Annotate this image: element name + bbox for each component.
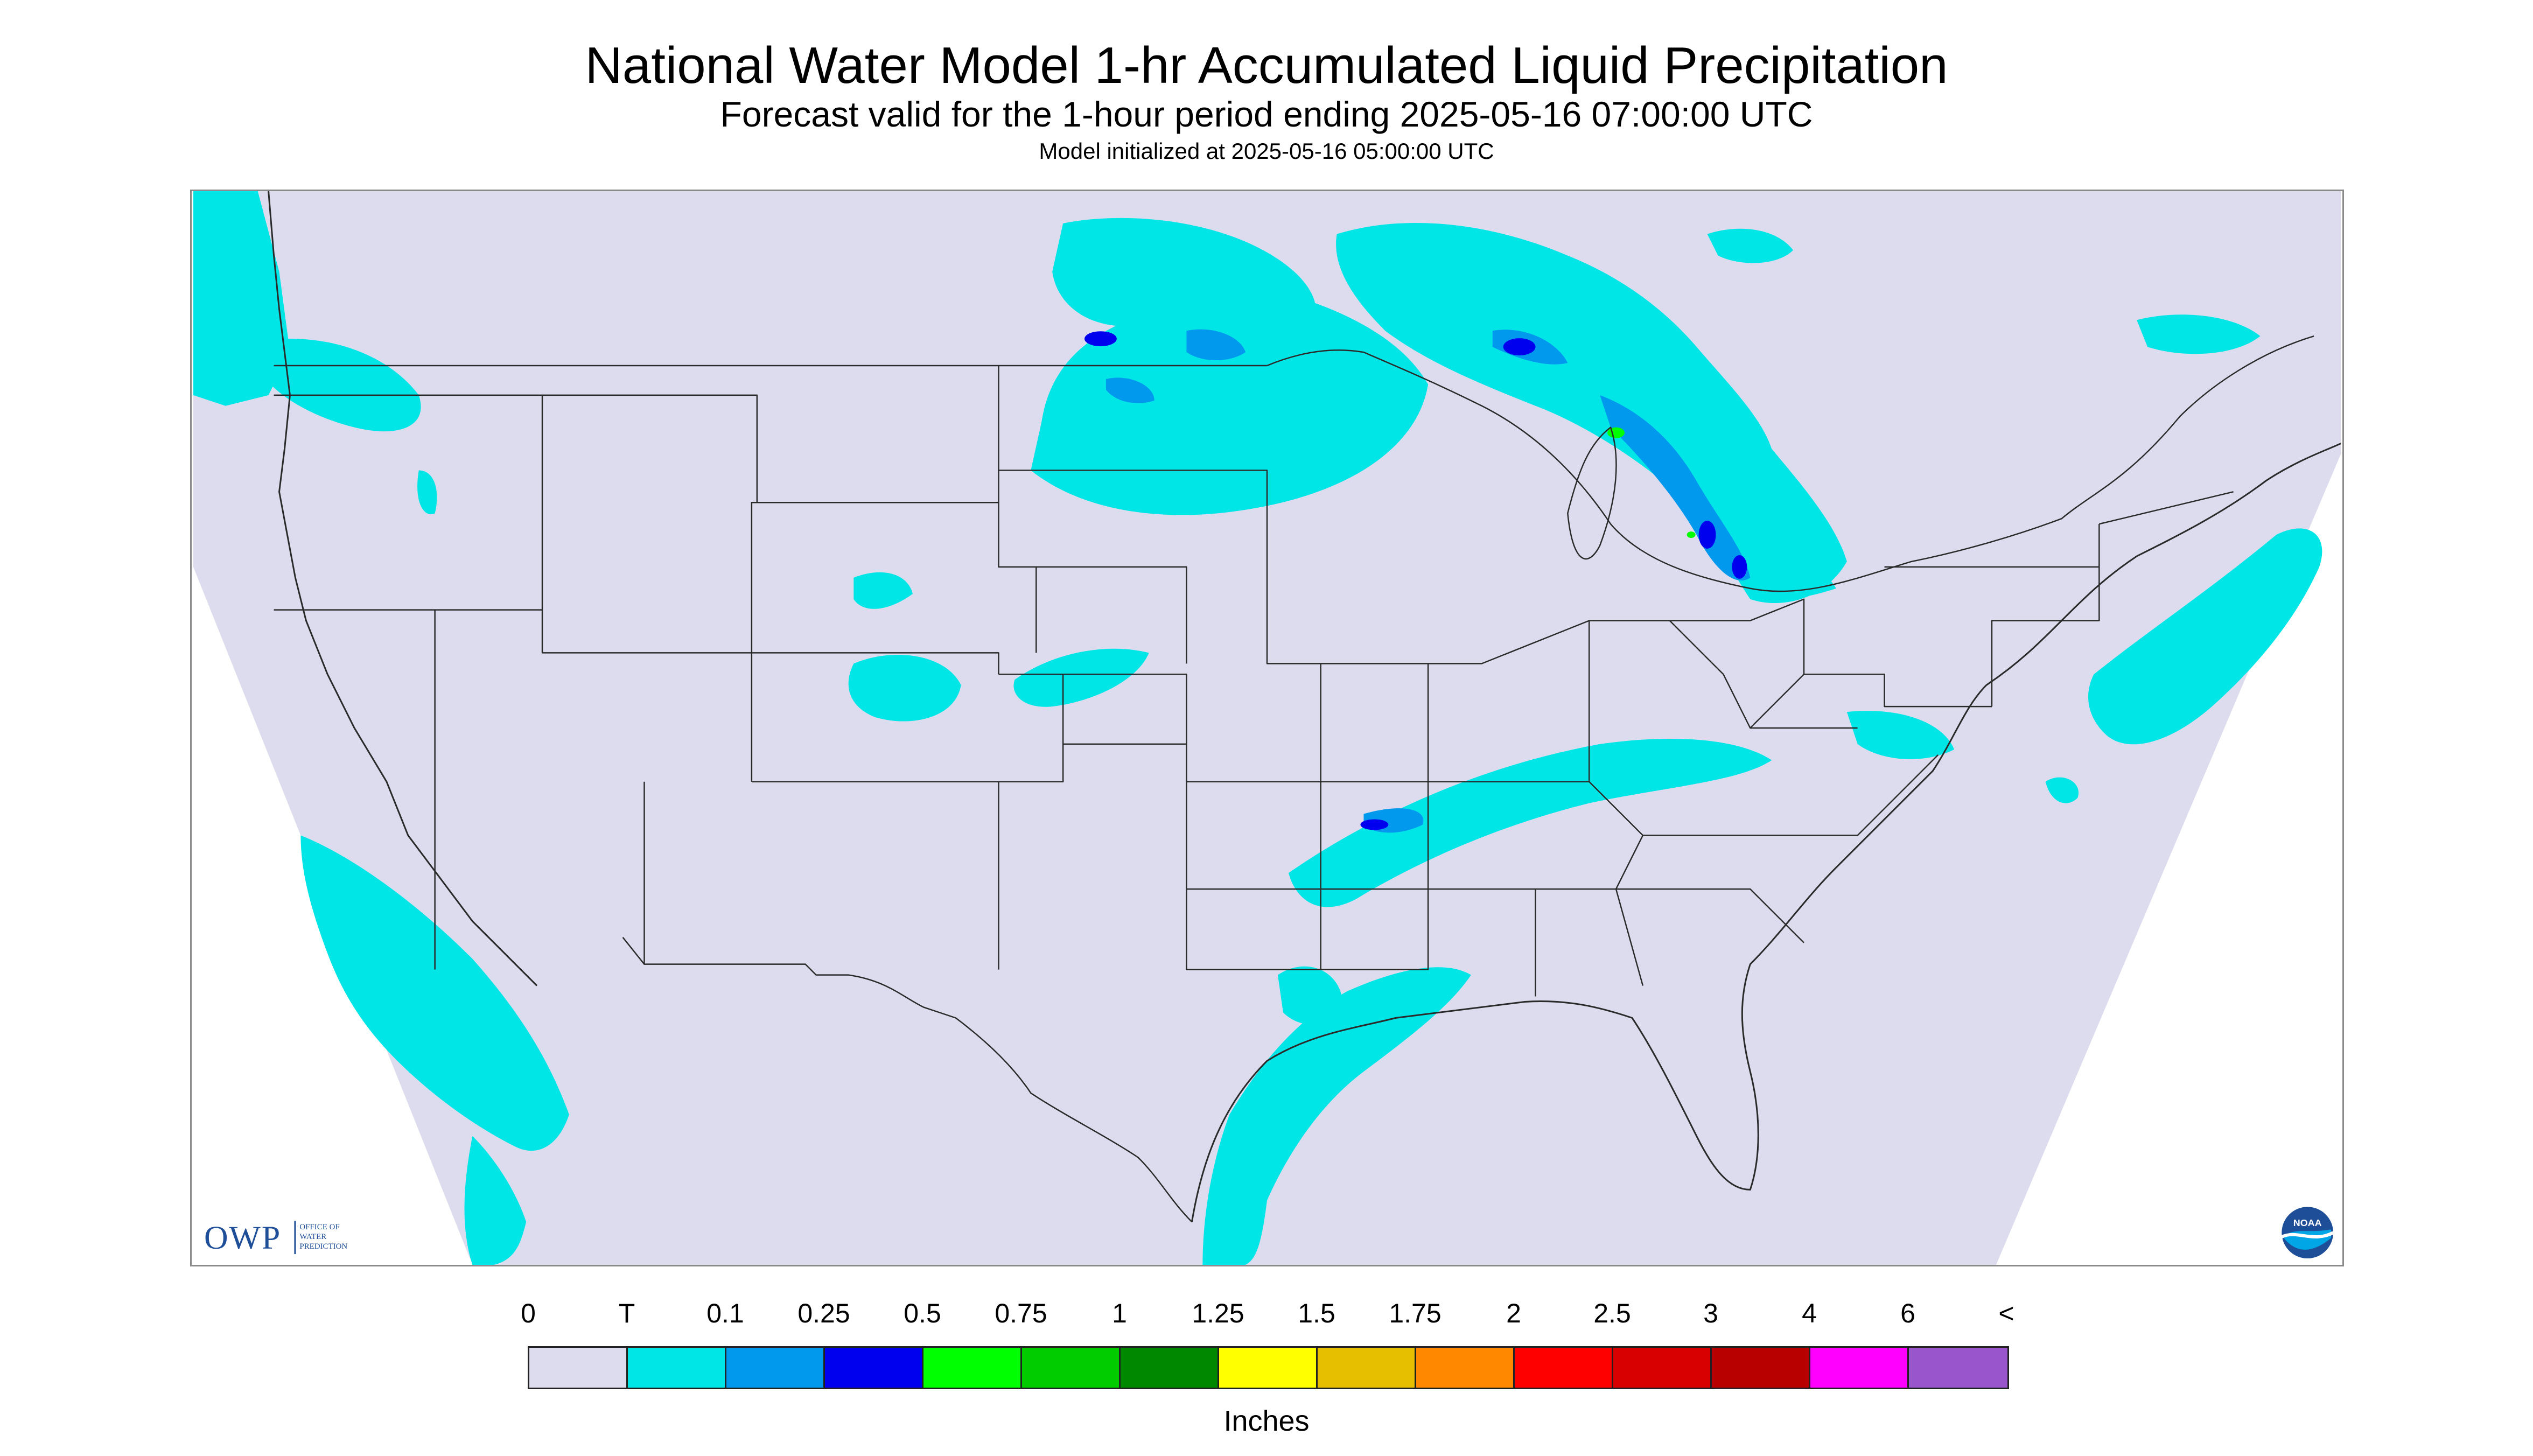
coastlines [268,191,2341,1222]
precip-canada-great-lakes [1336,223,1847,604]
state-lines [274,366,2234,997]
legend-tick-label: 0.25 [797,1298,850,1328]
legend-units: Inches [1223,1405,1310,1437]
canada-border [274,335,2314,592]
precip-arkansas-tennessee-band [1288,738,1772,907]
svg-text:NOAA: NOAA [2293,1217,2322,1228]
precip-northern-plains [1031,293,1429,515]
legend-swatch [726,1348,825,1388]
pacific-coast [268,191,538,986]
legend-swatch [1613,1348,1712,1388]
great-lakes-shore [1567,426,1617,560]
svg-text:PREDICTION: PREDICTION [299,1242,347,1251]
legend-tick-label: 0.5 [904,1298,941,1328]
precip-northeast-atlantic [2088,528,2322,745]
owp-logo-mark: OWP [204,1220,281,1256]
legend-swatch [1909,1348,2007,1388]
legend-tick-label: 0.75 [995,1298,1047,1328]
owp-logo: OWP OFFICE OF WATER PREDICTION [204,1220,347,1256]
legend-swatch [1416,1348,1515,1388]
legend-tick-label: 2 [1506,1298,1521,1328]
legend-color-bar [528,1346,2009,1389]
mexico-border [622,937,1193,1223]
legend-swatch [923,1348,1022,1388]
precip-texas-louisiana-gulf [1202,967,1471,1265]
map-title: National Water Model 1-hr Accumulated Li… [585,37,1948,94]
svg-text:OFFICE OF: OFFICE OF [299,1223,339,1231]
precipitation-map: OWP OFFICE OF WATER PREDICTION NOAA [190,190,2344,1266]
model-domain [193,191,2341,1265]
legend-swatch [529,1348,628,1388]
trace-precip-areas [193,191,2322,1265]
legend-swatch [1022,1348,1121,1388]
legend-tick-label: 4 [1802,1298,1817,1328]
legend-tick-label: 6 [1900,1298,1915,1328]
precip-southern-california [300,835,569,1151]
legend-tick-label: 2.5 [1593,1298,1631,1328]
legend-swatch [628,1348,726,1388]
gulf-coast [1191,443,2341,1222]
noaa-logo: NOAA [2280,1207,2334,1259]
legend-swatch [1712,1348,1810,1388]
legend-swatch [1318,1348,1416,1388]
legend-swatch [1515,1348,1613,1388]
legend-tick-label: 1.75 [1389,1298,1442,1328]
legend-tick-label: 1 [1112,1298,1127,1328]
legend-swatch [1219,1348,1318,1388]
legend-tick-label: 1.25 [1192,1298,1244,1328]
legend-tick-label: 1.5 [1298,1298,1335,1328]
legend-swatch [1810,1348,1909,1388]
precip-colorado [848,655,961,722]
legend-tick-label: T [618,1298,635,1328]
legend-labels: 0 T 0.1 0.25 0.5 0.75 1 1.25 1.5 1.75 2 2.5 3 4 6 < [521,1298,2014,1335]
political-boundaries [274,335,2314,1223]
model-init-text: Model initialized at 2025-05-16 05:00:00… [1039,138,1494,164]
svg-text:WATER: WATER [299,1233,326,1241]
legend-swatch [825,1348,923,1388]
map-canvas: OWP OFFICE OF WATER PREDICTION NOAA [193,191,2341,1265]
legend-tick-label: 0 [521,1298,536,1328]
map-subtitle: Forecast valid for the 1-hour period end… [720,94,1813,134]
legend-tick-label: < [1998,1298,2014,1328]
legend-tick-label: 0.1 [706,1298,744,1328]
heavy-precip-cells [1084,331,1747,830]
legend-tick-label: 3 [1703,1298,1718,1328]
legend-swatch [1121,1348,1219,1388]
